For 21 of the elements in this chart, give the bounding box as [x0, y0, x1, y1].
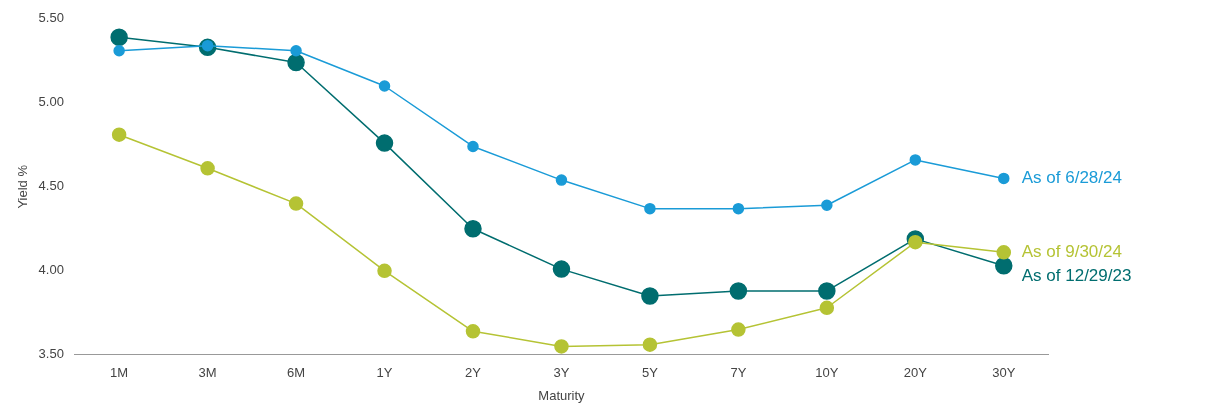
x-tick-label: 10Y	[815, 365, 839, 381]
x-tick-label: 1M	[110, 365, 129, 381]
x-tick-label: 2Y	[465, 365, 482, 381]
y-tick-label: 5.00	[38, 94, 64, 110]
y-tick-label: 5.50	[38, 10, 64, 26]
x-tick-label: 20Y	[903, 365, 928, 381]
x-tick-label: 1Y	[376, 365, 393, 381]
y-tick-label: 4.50	[38, 178, 64, 194]
x-tick-label: 6M	[287, 365, 306, 381]
y-tick-label: 3.50	[38, 346, 64, 362]
series-label: As of 9/30/24	[1021, 242, 1122, 262]
x-tick-label: 3M	[198, 365, 217, 381]
x-tick-label: 5Y	[641, 365, 659, 381]
series-label: As of 6/28/24	[1021, 168, 1122, 188]
y-axis-title: Yield %	[15, 164, 31, 209]
x-tick-label: 3Y	[553, 365, 570, 381]
x-tick-label: 7Y	[730, 365, 747, 381]
x-tick-label: 30Y	[992, 365, 1016, 381]
series-label: As of 12/29/23	[1021, 266, 1132, 286]
x-axis-title: Maturity	[538, 387, 586, 403]
y-tick-label: 4.00	[38, 262, 64, 278]
